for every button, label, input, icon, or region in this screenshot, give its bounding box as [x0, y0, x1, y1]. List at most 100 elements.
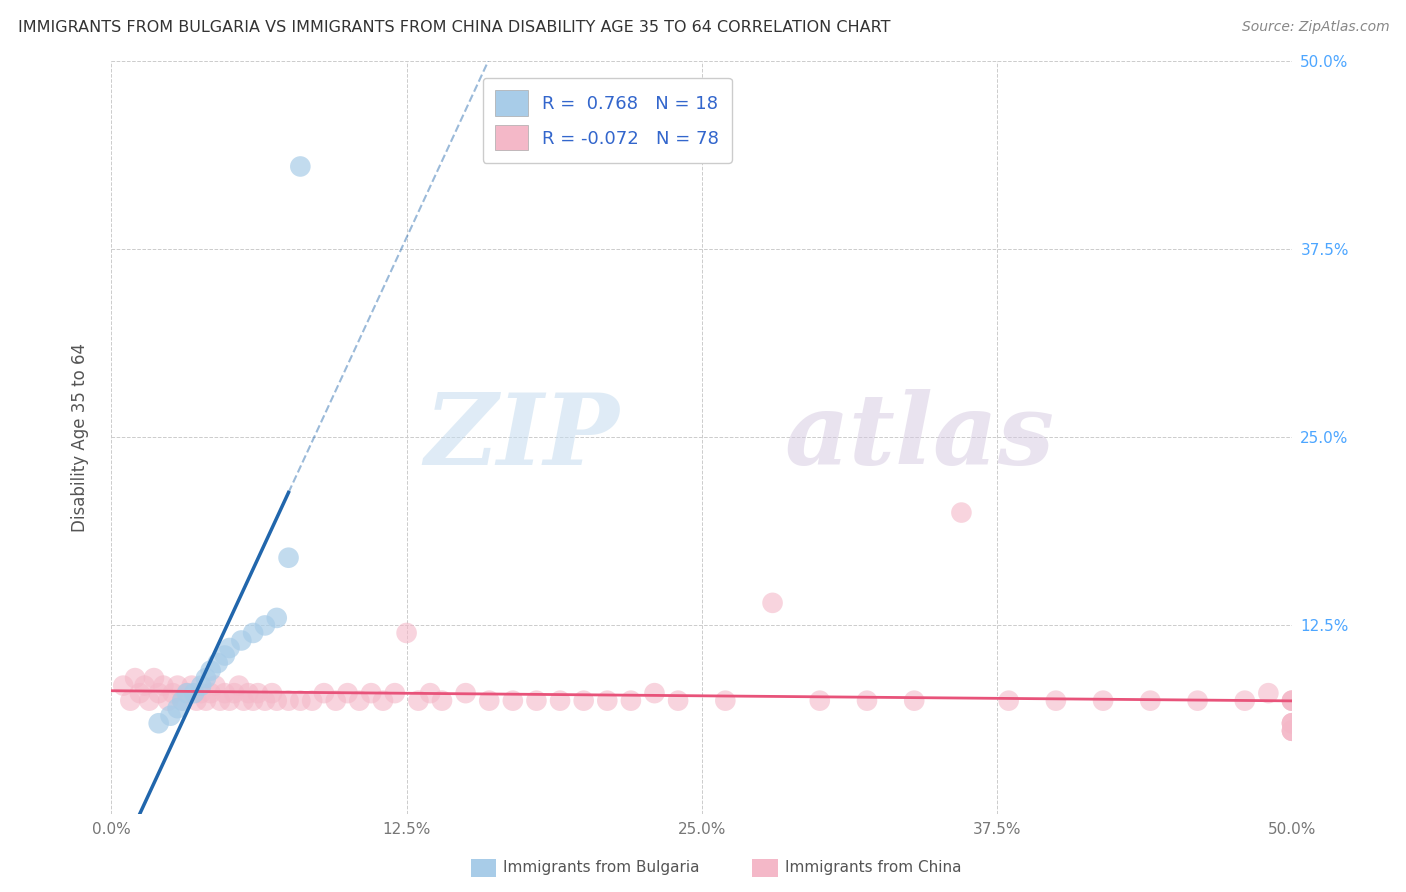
Point: [1281, 716, 1303, 731]
Point: [246, 686, 269, 700]
Point: [190, 686, 212, 700]
Point: [1281, 723, 1303, 738]
Point: [301, 694, 323, 708]
Point: [120, 694, 142, 708]
Text: Immigrants from China: Immigrants from China: [785, 861, 962, 875]
Point: [242, 626, 264, 640]
Point: [183, 686, 205, 700]
Point: [148, 686, 170, 700]
Point: [266, 611, 288, 625]
Point: [1233, 694, 1256, 708]
Point: [190, 679, 212, 693]
Point: [207, 656, 229, 670]
Point: [290, 694, 312, 708]
Point: [159, 708, 181, 723]
Point: [997, 694, 1019, 708]
Point: [644, 686, 666, 700]
Point: [478, 694, 501, 708]
Point: [714, 694, 737, 708]
Point: [454, 686, 477, 700]
Point: [152, 679, 174, 693]
Point: [1139, 694, 1161, 708]
Point: [526, 694, 548, 708]
Point: [204, 679, 226, 693]
Point: [209, 694, 232, 708]
Point: [143, 671, 166, 685]
Point: [194, 671, 217, 685]
Point: [166, 701, 188, 715]
Y-axis label: Disability Age 35 to 64: Disability Age 35 to 64: [72, 343, 89, 532]
Point: [157, 694, 180, 708]
Point: [176, 686, 198, 700]
Point: [138, 694, 160, 708]
Point: [903, 694, 925, 708]
Point: [808, 694, 831, 708]
Point: [172, 694, 194, 708]
Point: [1281, 694, 1303, 708]
Point: [200, 664, 222, 678]
Point: [419, 686, 441, 700]
Point: [666, 694, 689, 708]
Point: [325, 694, 347, 708]
Point: [1187, 694, 1209, 708]
Point: [336, 686, 359, 700]
Point: [260, 686, 283, 700]
Point: [1281, 694, 1303, 708]
Point: [430, 694, 453, 708]
Point: [134, 679, 156, 693]
Point: [596, 694, 619, 708]
Text: ZIP: ZIP: [425, 389, 619, 485]
Point: [408, 694, 430, 708]
Point: [572, 694, 595, 708]
Point: [1281, 716, 1303, 731]
Point: [1045, 694, 1067, 708]
Point: [548, 694, 571, 708]
Point: [232, 694, 254, 708]
Point: [1281, 716, 1303, 731]
Point: [218, 640, 240, 655]
Point: [162, 686, 184, 700]
Point: [231, 633, 253, 648]
Point: [277, 694, 299, 708]
Point: [166, 679, 188, 693]
Point: [214, 686, 236, 700]
Point: [200, 686, 222, 700]
Legend: R =  0.768   N = 18, R = -0.072   N = 78: R = 0.768 N = 18, R = -0.072 N = 78: [482, 78, 733, 163]
Point: [290, 160, 312, 174]
Point: [180, 679, 202, 693]
Point: [176, 686, 198, 700]
Point: [242, 694, 264, 708]
Point: [950, 506, 973, 520]
Point: [360, 686, 382, 700]
Text: Immigrants from Bulgaria: Immigrants from Bulgaria: [503, 861, 700, 875]
Point: [228, 679, 250, 693]
Point: [194, 694, 217, 708]
Point: [761, 596, 783, 610]
Point: [349, 694, 371, 708]
Point: [218, 694, 240, 708]
Point: [253, 694, 276, 708]
Point: [148, 716, 170, 731]
Point: [620, 694, 643, 708]
Point: [1281, 694, 1303, 708]
Point: [395, 626, 418, 640]
Point: [1257, 686, 1279, 700]
Point: [238, 686, 260, 700]
Point: [266, 694, 288, 708]
Point: [124, 671, 146, 685]
Point: [384, 686, 406, 700]
Point: [214, 648, 236, 663]
Text: atlas: atlas: [785, 389, 1054, 485]
Text: Source: ZipAtlas.com: Source: ZipAtlas.com: [1241, 20, 1389, 34]
Point: [1281, 723, 1303, 738]
Point: [128, 686, 150, 700]
Point: [253, 618, 276, 632]
Point: [186, 694, 208, 708]
Text: IMMIGRANTS FROM BULGARIA VS IMMIGRANTS FROM CHINA DISABILITY AGE 35 TO 64 CORREL: IMMIGRANTS FROM BULGARIA VS IMMIGRANTS F…: [18, 20, 891, 35]
Point: [112, 679, 135, 693]
Point: [172, 694, 194, 708]
Point: [277, 550, 299, 565]
Point: [856, 694, 879, 708]
Point: [502, 694, 524, 708]
Point: [312, 686, 335, 700]
